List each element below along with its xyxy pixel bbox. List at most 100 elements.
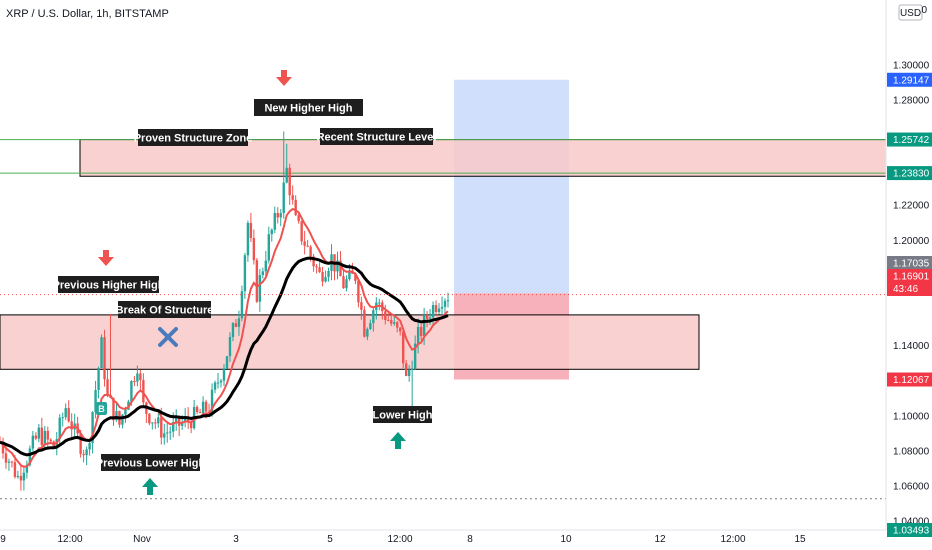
candle-body [240,291,244,319]
arrow-up-icon [142,478,158,495]
svg-text:Previous Higher High: Previous Higher High [53,280,165,292]
candle-body [198,412,202,414]
candle-body [94,390,97,413]
candle-body [201,401,205,414]
price-badge: 1.03493 [887,522,932,537]
label-previous-lower-high: Previous Lower High [96,454,205,471]
candle-body [112,397,115,421]
candle-body [10,461,14,463]
label-lower-high: Lower High [373,406,433,423]
buy-signal-icon: B [96,402,107,415]
candle-body [13,462,17,477]
svg-text:Lower High: Lower High [373,410,433,422]
candle-body [4,453,8,463]
svg-text:Proven Structure Zone: Proven Structure Zone [134,133,253,145]
candle-body [363,309,366,337]
y-tick-label: 1.22000 [893,201,930,212]
candle-body [446,300,450,302]
candle-body [49,439,52,442]
candle-body [130,381,133,402]
svg-text:1.23830: 1.23830 [893,169,930,180]
candle-body [309,246,312,257]
candle-body [390,320,393,324]
target-zone[interactable] [454,79,569,294]
candle-body [315,266,318,268]
y-tick-label: 1.10000 [893,411,930,422]
candle-body [97,368,100,391]
candle-body [88,443,91,450]
candle-body [282,182,285,214]
candle-body [46,430,49,440]
candle-body [252,238,256,261]
candle-body [318,267,321,273]
candle-body [360,302,363,310]
svg-text:Recent Structure Level: Recent Structure Level [317,132,437,144]
price-badge: 1.12067 [887,372,932,387]
candle-body [396,322,399,328]
candle-body [258,275,262,302]
candle-body [225,356,229,369]
candle-body [357,280,360,303]
time-axis[interactable]: 9 12:00 Nov 3 5 12:00 8 10 12 12:00 15 [0,529,886,545]
candle-body [172,422,175,432]
svg-text:New Higher High: New Higher High [264,103,352,115]
candle-body [279,213,282,218]
candle-body [407,369,411,376]
symbol-title: XRP / U.S. Dollar, 1h, BITSTAMP [6,8,169,20]
currency-button[interactable]: USD [898,4,923,21]
candle-body [178,416,181,426]
label-recent-structure-level: Recent Structure Level [317,128,437,145]
candle-body [404,363,408,376]
candle-body [25,464,29,473]
candle-body [189,421,193,429]
candle-body [321,272,324,282]
candle-body [348,270,351,280]
y-tick-label: 1.06000 [893,482,930,493]
candle-body [234,323,238,327]
candle-body [204,401,208,412]
candle-body [297,215,300,222]
candle-body [103,337,106,380]
svg-text:1.25742: 1.25742 [893,135,930,146]
candles [0,131,450,491]
candle-body [300,221,303,242]
candle-body [157,417,160,424]
candle-body [7,461,11,463]
candle-body [402,331,405,364]
candle-body [261,271,265,276]
y-tick-label: 1.08000 [893,446,930,457]
candle-body [231,323,235,338]
candle-body [124,409,127,415]
candle-body [163,433,166,438]
candle-body [210,389,214,413]
candle-body [422,315,426,336]
break-of-structure-zone[interactable] [0,314,700,370]
candle-body [306,245,309,247]
candle-body [378,302,381,304]
candle-body [166,432,169,434]
candle-body [100,337,103,369]
candle-body [37,427,41,439]
candle-body [416,327,420,344]
candle-body [419,327,423,336]
svg-text:1.29147: 1.29147 [893,75,930,86]
candle-body [294,199,297,216]
candle-body [410,368,414,370]
candle-body [273,213,276,230]
candle-body [270,229,273,235]
svg-text:1.16901: 1.16901 [893,272,930,283]
candle-body [195,406,199,413]
candle-body [40,427,44,446]
label-break-of-structure: Break Of Structure [116,301,213,318]
candle-body [169,431,172,433]
ema-line [0,207,449,468]
candle-body [437,308,441,313]
x-tick-label: 8 [467,534,473,545]
plot-background [0,0,886,530]
candle-body [276,213,279,218]
price-axis[interactable]: 1.30000 1.28000 1.22000 1.20000 1.14000 1.100… [885,0,932,550]
candle-body [31,435,35,449]
label-proven-structure-zone: Proven Structure Zone [134,129,253,146]
y-tick-label: 1.20000 [893,236,930,247]
